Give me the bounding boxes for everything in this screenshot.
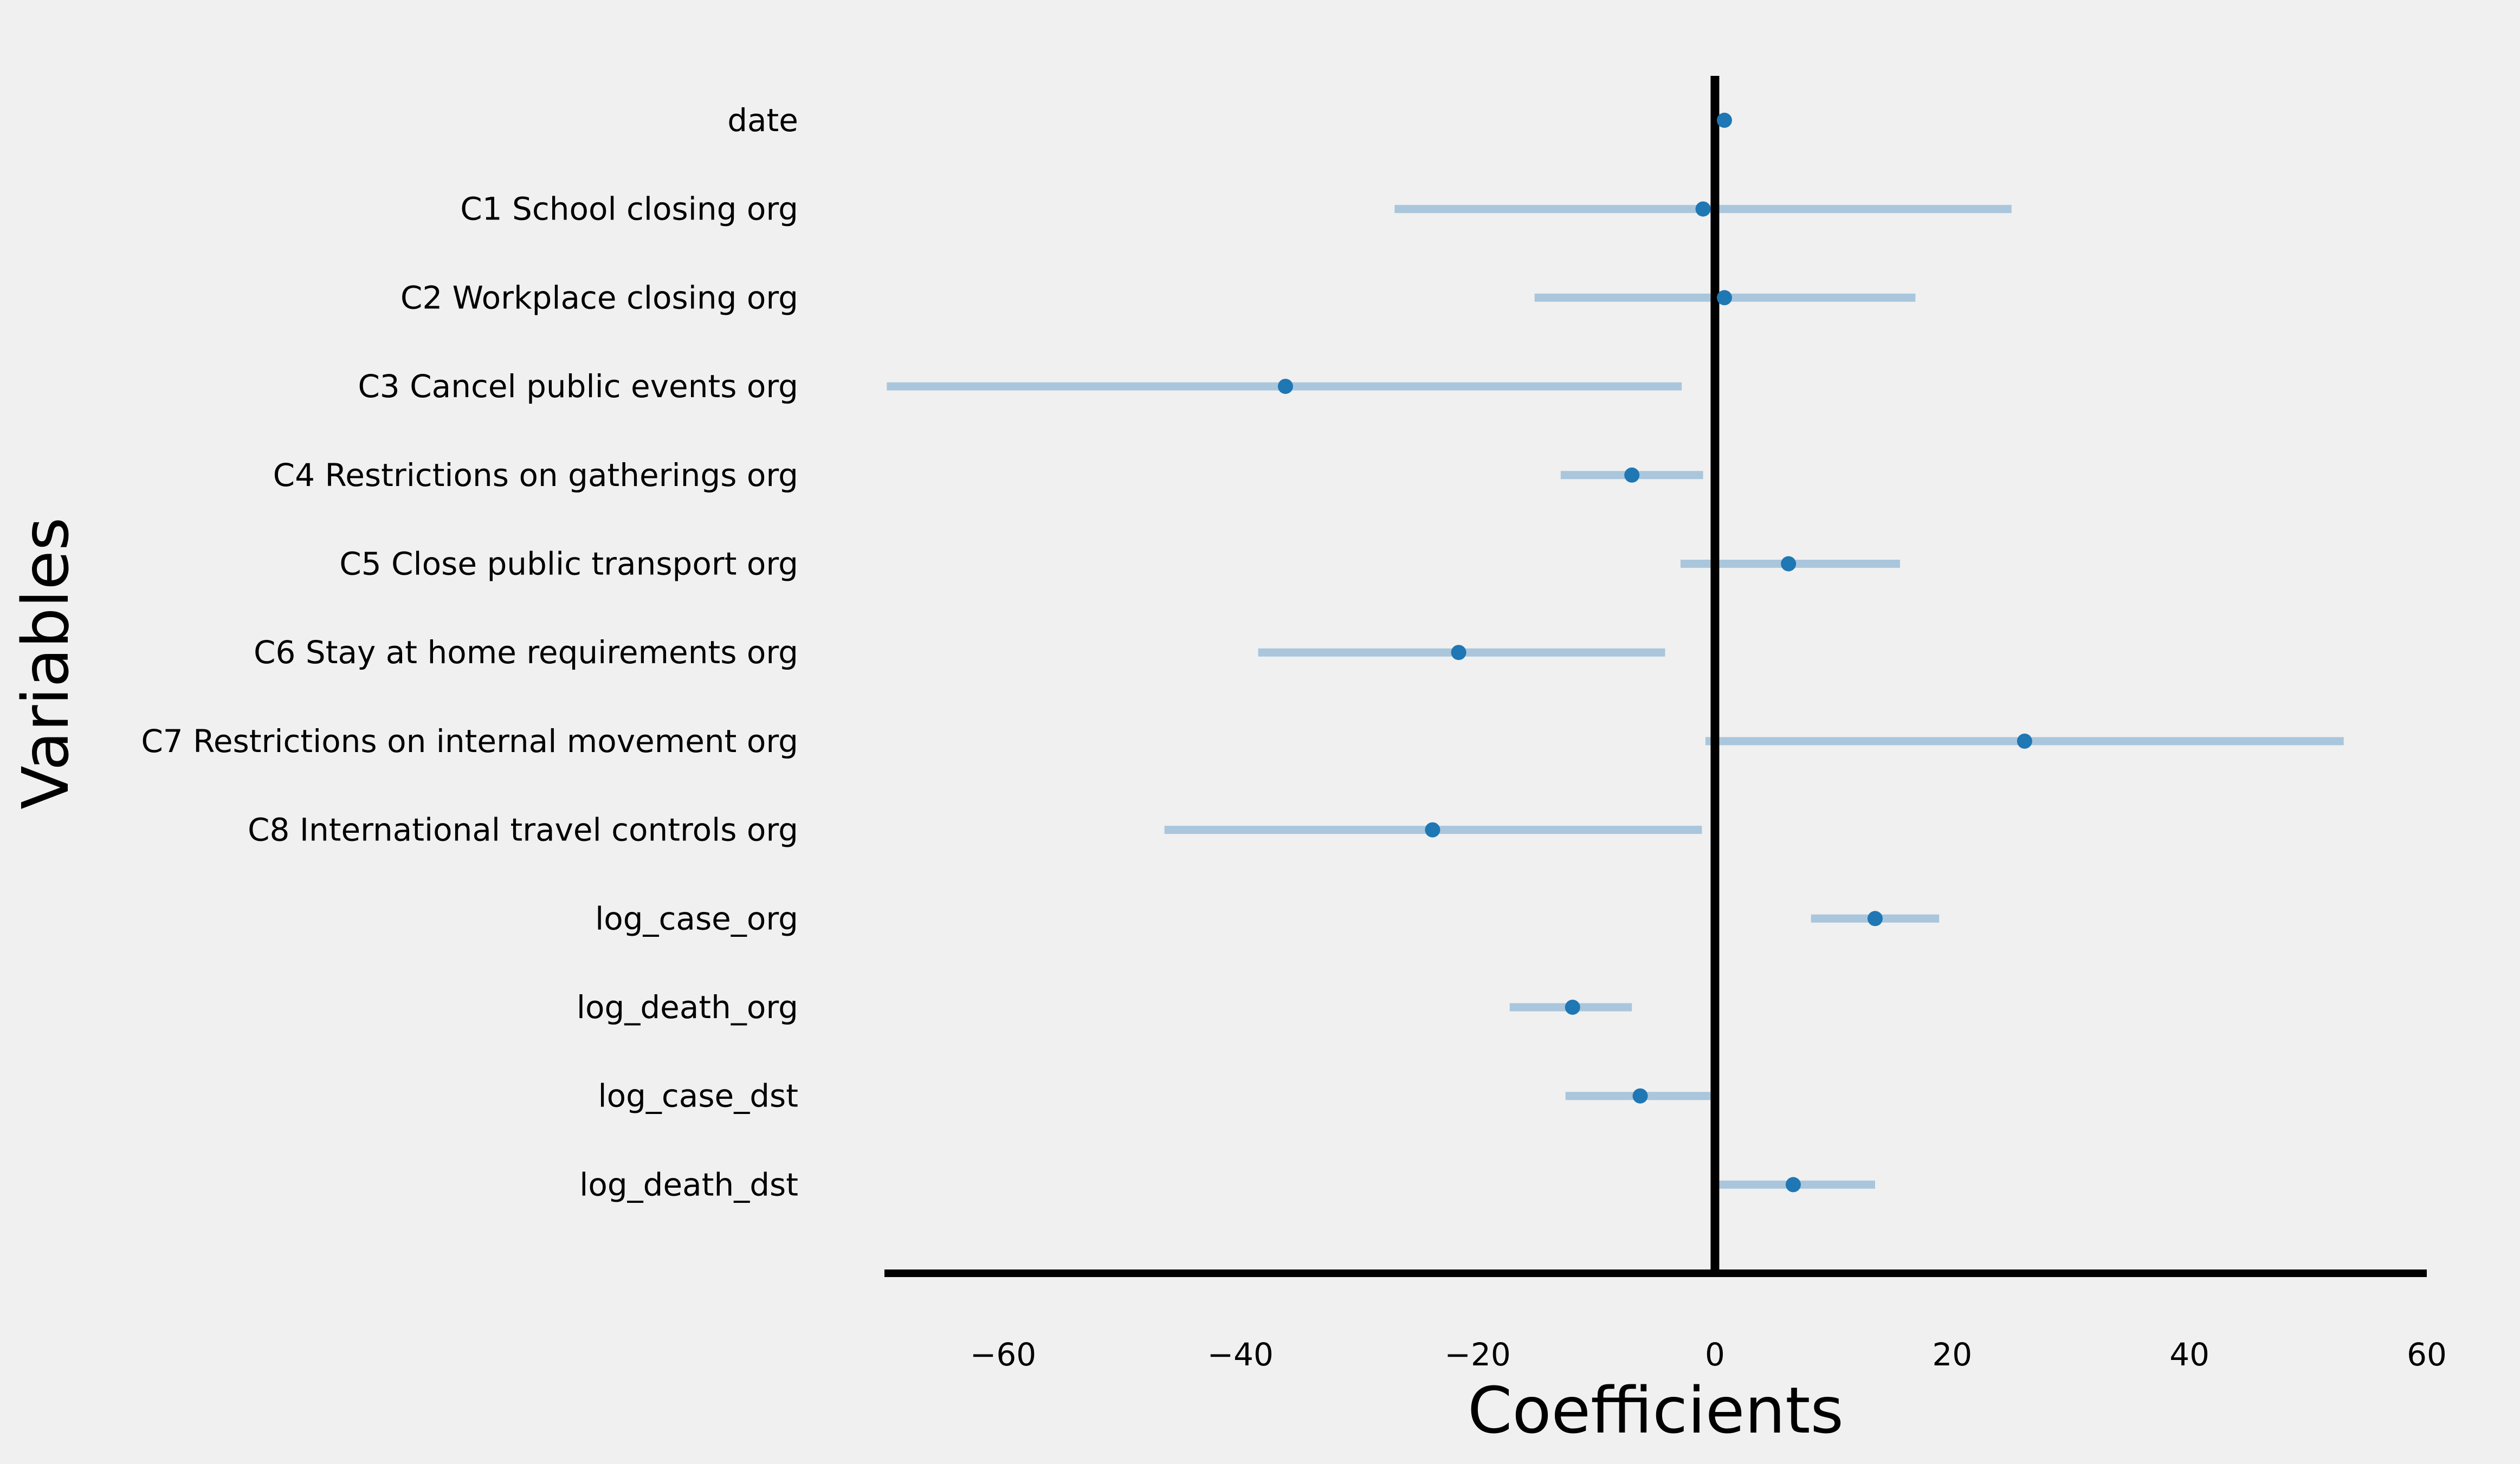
variable-label: log_death_org	[577, 989, 798, 1026]
x-tick-label: 20	[1932, 1336, 1972, 1373]
confidence-intervals	[887, 116, 2344, 1189]
coefficient-point	[1565, 1000, 1580, 1015]
variable-label: C8 International travel controls org	[248, 812, 798, 848]
variable-label: C6 Stay at home requirements org	[254, 634, 798, 671]
x-tick-label: 60	[2407, 1336, 2447, 1373]
coefficient-point	[1425, 822, 1440, 838]
coefficient-point	[1716, 113, 1732, 128]
coefficient-point	[2017, 733, 2032, 749]
variable-label: log_case_dst	[598, 1078, 798, 1115]
coefficient-point	[1632, 1088, 1648, 1104]
coefficient-point	[1781, 556, 1797, 572]
variable-label: C1 School closing org	[460, 191, 798, 228]
variable-label: C2 Workplace closing org	[400, 279, 798, 316]
variable-label: log_case_org	[595, 900, 798, 937]
x-tick-label: −60	[970, 1336, 1036, 1373]
coefficient-point	[1277, 379, 1293, 394]
variable-label: C4 Restrictions on gatherings org	[273, 457, 798, 494]
variable-labels: date C1 School closing org C2 Workplace cl…	[141, 102, 798, 1203]
variable-label: log_death_dst	[579, 1166, 798, 1203]
variable-label: C3 Cancel public events org	[358, 368, 798, 405]
x-tick-labels: −60 −40 −20 0 20 40 60	[970, 1336, 2447, 1373]
x-tick-label: −40	[1207, 1336, 1274, 1373]
x-axis-title: Coefficients	[1468, 1373, 1844, 1448]
x-tick-label: 0	[1705, 1336, 1725, 1373]
variable-label: date	[727, 102, 798, 139]
coefficient-point	[1716, 290, 1732, 306]
y-axis-title: Variables	[8, 517, 83, 809]
variable-label: C7 Restrictions on internal movement org	[141, 723, 798, 760]
coefficient-point	[1451, 645, 1466, 660]
coefficient-point	[1695, 201, 1711, 217]
coefficient-point	[1785, 1177, 1801, 1193]
x-tick-label: 40	[2169, 1336, 2209, 1373]
x-tick-label: −20	[1444, 1336, 1510, 1373]
coefficient-points	[1277, 113, 2032, 1193]
coefficient-point	[1624, 467, 1640, 483]
variable-label: C5 Close public transport org	[339, 546, 798, 582]
coefficient-point	[1868, 911, 1883, 927]
